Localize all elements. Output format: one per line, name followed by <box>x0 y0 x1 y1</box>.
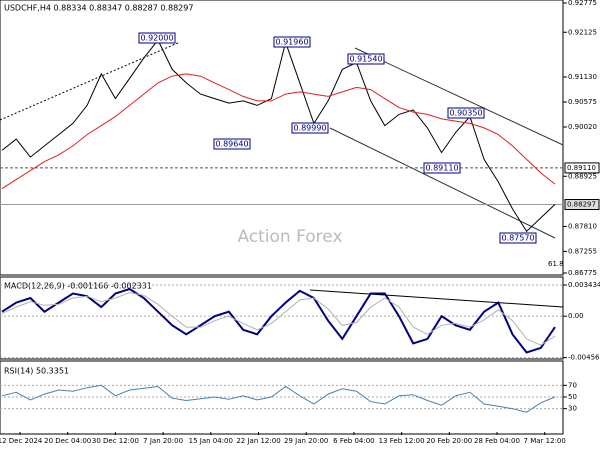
annotation-box <box>423 162 461 174</box>
annotation: 0.87570 <box>501 234 534 243</box>
annotation-box <box>213 138 251 150</box>
y-tick-label: 0.003434 <box>568 281 600 289</box>
x-tick-label: 12 Dec 2024 <box>0 437 43 445</box>
series-line <box>1 384 556 413</box>
annotation: 0.91960 <box>275 38 308 47</box>
macd-title: MACD(12,26,9) -0.001166 -0.002331 <box>4 282 152 291</box>
y-tick-label: 30 <box>568 405 577 413</box>
fib-label: 61.8 <box>548 260 564 268</box>
x-tick-label: 30 Dec 12:00 <box>92 437 139 445</box>
rsi-title: RSI(14) 50.3351 <box>4 367 69 376</box>
x-tick-label: 13 Feb 12:00 <box>379 437 425 445</box>
y-tick-label: 0.00 <box>568 312 584 320</box>
channel-upper <box>354 47 564 146</box>
watermark: Action Forex <box>237 227 342 247</box>
x-tick-label: 20 Dec 04:00 <box>44 437 91 445</box>
y-tick-label: 0.92125 <box>568 28 597 36</box>
chart-title: USDCHF,H4 0.88334 0.88347 0.88287 0.8829… <box>4 4 193 13</box>
annotation: 0.89990 <box>293 124 326 133</box>
y-tick-label: 0.90020 <box>568 123 597 131</box>
level-box <box>564 199 600 211</box>
y-tick-label: 0.90575 <box>568 98 597 106</box>
annotation-box <box>138 32 176 44</box>
y-tick-label: 0.87810 <box>568 222 597 230</box>
level-label: 0.88297 <box>567 201 596 209</box>
x-tick-label: 7 Jan 20:00 <box>143 437 183 445</box>
x-tick-label: 29 Jan 20:00 <box>284 437 328 445</box>
y-tick-label: 0.92775 <box>568 0 597 7</box>
y-tick-label: 0.86775 <box>568 269 597 277</box>
x-tick-label: 22 Jan 12:00 <box>236 437 280 445</box>
series-line <box>1 292 556 346</box>
x-tick-label: 28 Feb 04:00 <box>474 437 520 445</box>
x-tick-label: 15 Jan 04:00 <box>189 437 233 445</box>
y-tick-label: 70 <box>568 381 577 389</box>
annotation-box <box>347 53 385 65</box>
series-line <box>1 39 556 233</box>
annotation-box <box>273 36 311 48</box>
x-tick-label: 20 Feb 20:00 <box>426 437 472 445</box>
annotation: 0.90350 <box>449 109 482 118</box>
level-label: 0.89110 <box>567 164 596 172</box>
annotation-box <box>291 122 329 134</box>
macd-trend-line <box>309 289 564 308</box>
series-line <box>1 287 556 354</box>
y-tick-label: 0.88925 <box>568 172 597 180</box>
y-tick-label: 0.87255 <box>568 247 597 255</box>
annotation: 0.89110 <box>425 164 458 173</box>
y-tick-label: 0.91130 <box>568 73 597 81</box>
annotation-box <box>447 107 485 119</box>
annotation: 0.89640 <box>215 140 248 149</box>
annotation-box <box>499 232 537 244</box>
y-tick-label: -0.004569 <box>568 354 600 362</box>
annotation: 0.92000 <box>140 34 173 43</box>
series-line <box>1 73 556 190</box>
level-box <box>564 162 600 174</box>
macd-panel <box>0 276 564 360</box>
channel-lower <box>329 127 556 239</box>
x-tick-label: 6 Feb 04:00 <box>333 437 374 445</box>
x-tick-label: 7 Mar 12:00 <box>524 437 566 445</box>
trend-line <box>0 41 181 121</box>
annotation: 0.91540 <box>349 55 382 64</box>
y-tick-label: 50 <box>568 393 577 401</box>
